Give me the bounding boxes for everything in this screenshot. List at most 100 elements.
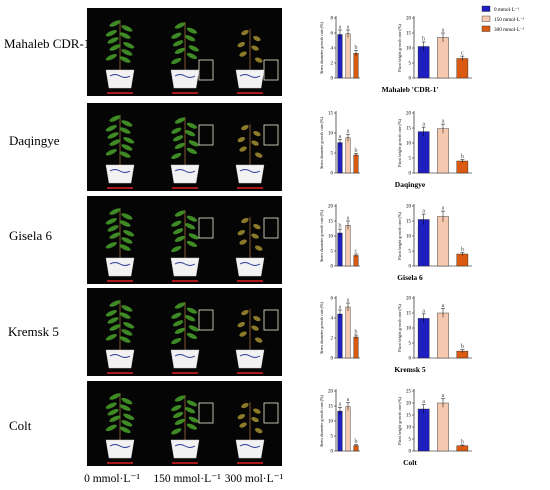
plant-leaf (119, 336, 131, 343)
plant-leaf (119, 32, 131, 39)
pot-pattern (239, 169, 261, 173)
inset-box (263, 309, 279, 331)
plant-leaf (174, 418, 186, 425)
plant-leaf (123, 413, 135, 420)
plant-leaf (171, 220, 182, 227)
pot-pattern (174, 444, 196, 448)
y-tick-label: 15 (406, 32, 412, 37)
bar-0-mmol-l (337, 313, 343, 359)
plant-leaf (171, 57, 182, 65)
plant-leaf (121, 144, 133, 151)
y-tick-label: 10 (406, 426, 412, 431)
y-tick-label: 20 (328, 390, 334, 395)
y-tick-label: 15 (406, 220, 412, 225)
plant-leaf (121, 397, 133, 405)
concentration-labels: 0 mmol·L⁻¹ 150 mmol·L⁻¹ 300 mol·L⁻¹ (84, 473, 284, 485)
plant-leaf (109, 139, 121, 146)
bar-300-mmol-l (456, 58, 469, 79)
plant-leaf (172, 135, 184, 142)
significance-letter: c (461, 51, 464, 57)
significance-letter: a (442, 206, 445, 212)
plant-leaf (174, 395, 186, 402)
plant-leaf (186, 52, 198, 60)
bar-300-mmol-l (353, 154, 359, 174)
plant-pot (170, 69, 200, 89)
y-axis-label: Plant height growth rate (%) (397, 397, 402, 445)
plant-leaf (119, 56, 131, 63)
bar-0-mmol-l (417, 46, 430, 79)
plant-leaf (174, 327, 186, 334)
significance-letter: a (347, 25, 350, 31)
photo-row (87, 8, 282, 96)
significance-letter: a (422, 308, 425, 314)
plant-leaf (119, 312, 131, 319)
plant-leaf (109, 20, 121, 27)
plant-leaf (188, 233, 199, 240)
y-tick-label: 0 (331, 450, 334, 455)
plant-leaf (171, 245, 182, 253)
y-axis-label: Stem diameter growth rate (%) (319, 209, 324, 261)
inset-box (198, 309, 214, 331)
pot-pattern (174, 354, 196, 358)
pot-pattern (109, 74, 131, 78)
photo-panels (87, 8, 282, 466)
plant-leaf (171, 428, 182, 435)
significance-letter: b (339, 224, 342, 230)
plant-leaf (107, 132, 119, 139)
plant-leaf (188, 45, 199, 52)
y-tick-label: 25 (406, 390, 412, 395)
plant-leaf (121, 49, 133, 56)
plant-leaf (186, 122, 198, 129)
plant-leaf (107, 37, 119, 44)
bar-300-mmol-l (456, 445, 469, 452)
y-tick-label: 0 (409, 172, 412, 177)
plant-leaf (121, 420, 133, 427)
plant-leaf (109, 393, 121, 400)
plant-leaf (109, 208, 121, 215)
y-axis-label: Stem diameter growth rate (%) (319, 301, 324, 353)
plant-leaf (121, 213, 133, 220)
legend-entry: 300 mmol·L⁻¹ (494, 27, 525, 33)
bar-0-mmol-l (337, 34, 343, 79)
plant-leaf (107, 317, 119, 324)
bar-300-mmol-l (456, 160, 469, 174)
legend: 0 mmol·L⁻¹ 150 mmol·L⁻¹ 300 mmol·L⁻¹ (481, 5, 525, 33)
cultivar-label-mahaleb-cdr-1: Mahaleb CDR-1 (4, 36, 90, 51)
plant-leaf (237, 413, 246, 420)
plant-leaf (184, 223, 196, 230)
chart-caption-daqingye: Daqingye (395, 180, 426, 189)
y-axis-label: Stem diameter growth rate (%) (319, 21, 324, 73)
bar-150-mmol-l (345, 137, 351, 174)
plant-leaf (241, 124, 249, 131)
significance-letter: a (442, 119, 445, 125)
plant-pot (170, 257, 200, 277)
y-tick-label: 20 (328, 205, 334, 210)
plant-leaf (105, 125, 117, 132)
chart-caption-colt: Colt (403, 458, 417, 467)
y-tick-label: 20 (406, 205, 412, 210)
plant-leaf (184, 407, 196, 414)
significance-letter: a (422, 209, 425, 215)
plant-pot (105, 69, 135, 89)
photo-row (87, 103, 282, 191)
pot-pattern (239, 262, 261, 266)
inset-box (263, 59, 279, 81)
chart-mahaleb-cdr-1-stem-diameter: 0 2 4 6 8 Stem diameter growth rate (%) a a b (319, 16, 360, 82)
plant-pot (105, 257, 135, 277)
significance-letter: a (339, 25, 342, 31)
significance-letter: a (442, 393, 445, 399)
pot-pattern (174, 74, 196, 78)
plant-leaf (254, 57, 263, 63)
y-axis-label: Plant height growth rate (%) (397, 119, 402, 167)
y-tick-label: 0 (331, 265, 334, 270)
inset-box (198, 217, 214, 239)
bar-0-mmol-l (337, 410, 343, 452)
plant-leaf (253, 130, 261, 137)
plant-leaf (107, 225, 119, 232)
cultivar-label-kremsk-5: Kremsk 5 (8, 324, 59, 339)
y-tick-label: 0 (331, 77, 334, 82)
plant-leaf (105, 218, 117, 225)
significance-letter: b (355, 148, 358, 154)
plant-leaf (123, 230, 135, 237)
